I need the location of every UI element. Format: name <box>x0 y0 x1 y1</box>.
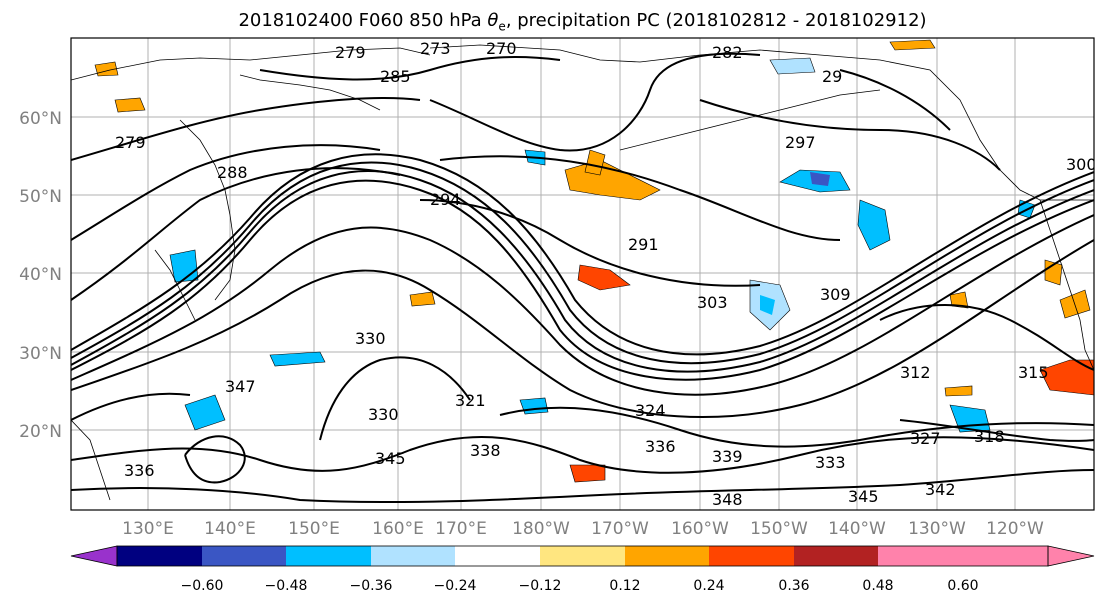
contour-label: 309 <box>820 285 851 304</box>
contour-label: 321 <box>455 391 486 410</box>
colorbar-upper-extend <box>1047 545 1095 567</box>
colorbar-segment <box>371 546 455 566</box>
colorbar-segment <box>709 546 794 566</box>
colorbar-segment <box>202 546 286 566</box>
contour-label: 291 <box>628 235 659 254</box>
colorbar <box>70 545 1095 567</box>
colorbar-tick-label: 0.36 <box>778 578 809 594</box>
contour-labels: 279 273 270 282 285 29 279 288 294 297 2… <box>115 39 1097 509</box>
lon-label: 160°E <box>372 519 424 539</box>
contour-label: 303 <box>697 293 728 312</box>
colorbar-segments <box>117 546 1048 566</box>
colorbar-tick-label: −0.24 <box>434 578 477 594</box>
lon-label: 170°E <box>435 519 487 539</box>
contour-label: 318 <box>974 427 1005 446</box>
longitude-labels: 130°E 140°E 150°E 160°E 170°E 180°W 170°… <box>122 519 1044 539</box>
lon-label: 150°E <box>288 519 340 539</box>
contour-label: 336 <box>645 437 676 456</box>
title-suffix: , precipitation PC (2018102812 - 2018102… <box>505 10 927 31</box>
colorbar-tick-label: −0.48 <box>265 578 308 594</box>
colorbar-tick-labels: −0.60 −0.48 −0.36 −0.24 −0.12 0.12 0.24 … <box>181 578 979 594</box>
lon-label: 170°W <box>591 519 649 539</box>
lon-label: 160°W <box>671 519 729 539</box>
contour-label: 279 <box>335 43 366 62</box>
colorbar-segment <box>286 546 371 566</box>
colorbar-lower-extend <box>70 545 118 567</box>
contour-label: 339 <box>712 447 743 466</box>
title-prefix: 2018102400 F060 850 hPa <box>238 10 488 31</box>
contour-label: 330 <box>355 329 386 348</box>
theta-e-contours <box>71 52 1094 504</box>
contour-label: 270 <box>486 39 517 58</box>
map-title: 2018102400 F060 850 hPa θe, precipitatio… <box>0 10 1105 34</box>
lon-label: 130°E <box>122 519 174 539</box>
contour-label: 342 <box>925 480 956 499</box>
title-theta-subscript: e <box>498 19 506 34</box>
lon-label: 140°E <box>204 519 256 539</box>
colorbar-tick-label: 0.48 <box>862 578 893 594</box>
lon-label: 150°W <box>750 519 808 539</box>
contour-label: 333 <box>815 453 846 472</box>
colorbar-segment <box>794 546 878 566</box>
colorbar-segment <box>540 546 625 566</box>
colorbar-segment <box>878 546 963 566</box>
graticule <box>71 38 1094 510</box>
map-frame <box>70 37 1095 511</box>
lon-label: 120°W <box>986 519 1044 539</box>
contour-label: 285 <box>380 67 411 86</box>
contour-label: 330 <box>368 405 399 424</box>
lat-label: 50°N <box>19 187 62 207</box>
colorbar-tick-label: 0.60 <box>947 578 978 594</box>
contour-label: 288 <box>217 163 248 182</box>
colorbar-segment <box>455 546 540 566</box>
contour-label: 279 <box>115 133 146 152</box>
colorbar-segment <box>117 546 202 566</box>
lat-label: 60°N <box>19 109 62 129</box>
latitude-labels: 60°N 50°N 40°N 30°N 20°N <box>19 109 62 442</box>
contour-label: 312 <box>900 363 931 382</box>
contour-label: 273 <box>420 39 451 58</box>
colorbar-segment <box>963 546 1048 566</box>
contour-label: 297 <box>785 133 816 152</box>
contour-label: 345 <box>848 487 879 506</box>
precipitation-shading <box>94 39 1094 483</box>
lat-label: 40°N <box>19 265 62 285</box>
contour-label: 347 <box>225 377 256 396</box>
colorbar-tick-label: −0.36 <box>350 578 393 594</box>
contour-label: 315 <box>1018 363 1049 382</box>
coastlines <box>71 44 1094 501</box>
title-theta-symbol: θ <box>487 10 499 31</box>
contour-label: 348 <box>712 490 743 509</box>
contour-label: 327 <box>910 429 941 448</box>
contour-label: 338 <box>470 441 501 460</box>
contour-label: 324 <box>635 401 666 420</box>
contour-label: 294 <box>430 190 461 209</box>
lon-label: 180°W <box>512 519 570 539</box>
lon-label: 140°W <box>828 519 886 539</box>
colorbar-tick-label: −0.60 <box>181 578 224 594</box>
lat-label: 20°N <box>19 422 62 442</box>
contour-label: 336 <box>124 461 155 480</box>
colorbar-tick-label: −0.12 <box>519 578 562 594</box>
contour-label: 29 <box>822 67 842 86</box>
contour-label: 345 <box>375 449 406 468</box>
colorbar-tick-label: 0.12 <box>609 578 640 594</box>
contour-label: 282 <box>712 43 743 62</box>
colorbar-outline <box>116 545 1049 567</box>
colorbar-segment <box>625 546 709 566</box>
colorbar-tick-label: 0.24 <box>693 578 724 594</box>
lon-label: 130°W <box>908 519 966 539</box>
contour-label: 300 <box>1066 155 1097 174</box>
lat-label: 30°N <box>19 344 62 364</box>
